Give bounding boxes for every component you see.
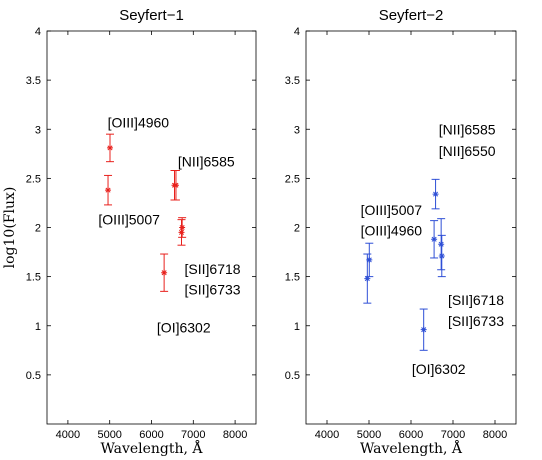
x-tick-label: 6000 <box>399 429 423 441</box>
x-tick-label: 8000 <box>483 429 507 441</box>
x-tick-label: 7000 <box>181 429 205 441</box>
star-marker <box>432 191 439 198</box>
chart-panel-1: 4000 5000 6000 7000 8000 0.5 1 1.5 2 2.5 3 3.5 4 Seyf… <box>2 7 257 457</box>
star-marker <box>178 229 185 236</box>
chart-panel-2: 4000 5000 6000 7000 8000 0.5 1 1.5 2 2.5 3 3.5 4 Seyf… <box>285 7 517 457</box>
x-tick-label: 5000 <box>357 429 381 441</box>
x-axis-label: Wavelength, Å <box>360 439 463 457</box>
star-marker <box>438 241 445 248</box>
x-tick-label: 5000 <box>97 429 121 441</box>
x-tick-label: 6000 <box>139 429 163 441</box>
y-tick-label: 0.5 <box>285 370 300 382</box>
line-annotation: [SII]6718 <box>448 292 504 308</box>
x-tick-label: 7000 <box>441 429 465 441</box>
y-tick-label: 3.5 <box>285 75 300 87</box>
y-tick-label: 1.5 <box>26 272 41 284</box>
y-tick-label: 1.5 <box>285 272 300 284</box>
data-point <box>178 217 187 238</box>
y-tick-label: 4 <box>35 26 41 38</box>
line-annotation: [NII]6550 <box>439 143 496 159</box>
y-tick-label: 0.5 <box>26 370 41 382</box>
star-marker <box>161 269 168 276</box>
line-annotation: [OI]6302 <box>157 320 211 336</box>
star-marker <box>106 144 113 151</box>
star-marker <box>438 252 445 259</box>
data-point <box>171 170 180 201</box>
line-annotation: [NII]6585 <box>178 154 235 170</box>
x-tick-label: 4000 <box>315 429 339 441</box>
data-point <box>430 220 439 259</box>
line-annotation: [OIII]4960 <box>108 114 170 130</box>
star-marker <box>364 275 371 282</box>
star-marker <box>179 224 186 231</box>
x-tick-label: 4000 <box>56 429 80 441</box>
y-tick-label: 1 <box>294 321 300 333</box>
y-tick-label: 1 <box>35 321 41 333</box>
data-point <box>160 253 169 292</box>
y-tick-label: 2.5 <box>26 173 41 185</box>
data-point <box>437 234 446 278</box>
y-axis-label: log10(Flux) <box>2 187 18 269</box>
data-point <box>177 219 186 246</box>
line-annotation: [SII]6733 <box>448 313 504 329</box>
x-axis-label: Wavelength, Å <box>100 439 203 457</box>
y-tick-label: 3 <box>35 124 41 136</box>
x-tick-label: 8000 <box>223 429 247 441</box>
star-marker <box>172 182 179 189</box>
line-annotation: [OIII]5007 <box>361 202 423 218</box>
line-annotation: [SII]6733 <box>185 281 241 297</box>
line-annotation: [OIII]4960 <box>361 222 423 238</box>
star-marker <box>420 326 427 333</box>
chart-title: Seyfert−2 <box>379 7 444 24</box>
data-point <box>431 178 440 210</box>
data-point <box>419 308 428 351</box>
y-tick-label: 2 <box>294 223 300 235</box>
y-tick-label: 2 <box>35 223 41 235</box>
line-annotation: [NII]6585 <box>439 121 496 137</box>
y-tick-label: 4 <box>294 26 300 38</box>
data-point <box>104 174 113 206</box>
star-marker <box>431 236 438 243</box>
data-point <box>437 218 446 271</box>
data-point <box>365 242 374 278</box>
data-point <box>105 133 114 163</box>
y-tick-label: 3 <box>294 124 300 136</box>
star-marker <box>105 187 112 194</box>
chart-title: Seyfert−1 <box>119 7 184 24</box>
y-tick-label: 3.5 <box>26 75 41 87</box>
y-tick-label: 2.5 <box>285 173 300 185</box>
star-marker <box>366 256 373 263</box>
line-annotation: [OIII]5007 <box>98 212 160 228</box>
line-annotation: [OI]6302 <box>412 361 466 377</box>
line-annotation: [SII]6718 <box>185 261 241 277</box>
